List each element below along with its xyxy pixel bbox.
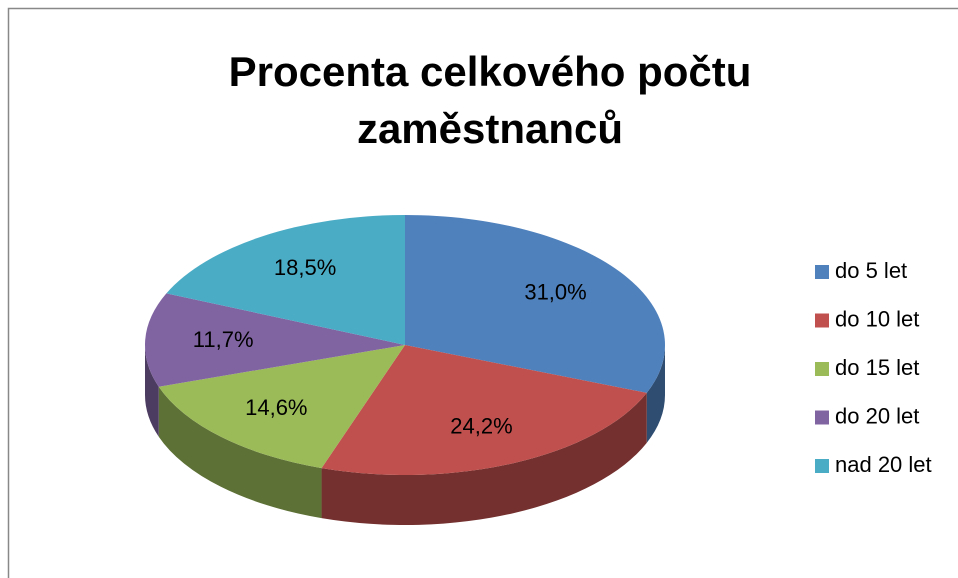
data-label: 31,0% bbox=[524, 280, 586, 305]
slice-side bbox=[145, 345, 159, 437]
legend-label: do 5 let bbox=[835, 258, 907, 283]
data-label: 11,7% bbox=[193, 327, 254, 352]
slice bbox=[145, 293, 406, 387]
slice-side bbox=[158, 386, 322, 519]
legend-swatch bbox=[815, 362, 829, 376]
legend-label: do 15 let bbox=[835, 355, 919, 380]
chart-title: Procenta celkového počtu zaměstnanců bbox=[229, 48, 752, 152]
legend-swatch bbox=[815, 459, 829, 473]
legend-label: do 20 let bbox=[835, 403, 919, 428]
data-label: 24,2% bbox=[450, 413, 512, 438]
legend-swatch bbox=[815, 410, 829, 425]
slice bbox=[166, 215, 405, 345]
legend-swatch bbox=[815, 265, 829, 279]
slice-side bbox=[321, 392, 647, 526]
slice bbox=[158, 345, 405, 469]
legend-label: nad 20 let bbox=[835, 452, 932, 477]
slice bbox=[405, 215, 665, 393]
legend-swatch bbox=[815, 313, 829, 328]
data-label: 14,6% bbox=[245, 395, 307, 420]
slice-side bbox=[646, 345, 665, 443]
slice bbox=[321, 345, 647, 475]
legend-label: do 10 let bbox=[835, 306, 919, 331]
data-label: 18,5% bbox=[274, 255, 336, 280]
